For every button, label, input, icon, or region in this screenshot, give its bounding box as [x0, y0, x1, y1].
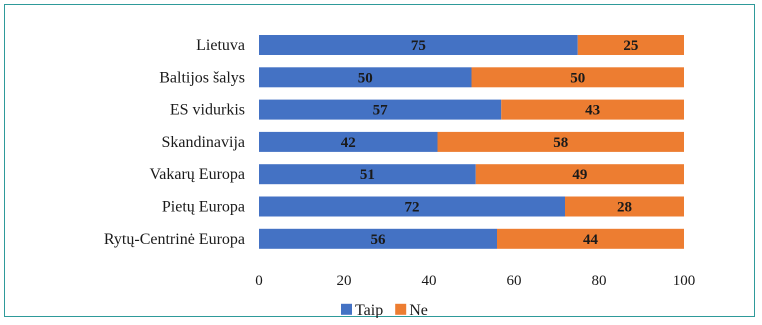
category-label: Pietų Europa: [162, 199, 245, 216]
bar-taip: [259, 67, 472, 88]
category-label: Vakarų Europa: [149, 166, 245, 183]
data-label: 51: [360, 167, 375, 183]
stacked-bar-chart: Lietuva Baltijos šalys ES vidurkis Skandina…: [104, 35, 695, 319]
bar-taip: [259, 35, 578, 55]
data-label: 44: [583, 232, 599, 248]
legend-label: Ne: [409, 302, 428, 318]
data-label: 50: [358, 70, 373, 86]
category-label: ES vidurkis: [170, 102, 245, 119]
bar-taip: [259, 99, 502, 120]
bar-ne: [497, 228, 684, 249]
chart-frame: Lietuva Baltijos šalys ES vidurkis Skandina…: [4, 4, 755, 319]
bar-ne: [501, 99, 684, 120]
data-label: 28: [617, 200, 632, 216]
bar-ne: [577, 35, 684, 55]
data-label: 58: [553, 135, 568, 151]
category-labels: Lietuva Baltijos šalys ES vidurkis Skandina…: [104, 37, 245, 248]
data-label: 42: [341, 135, 356, 151]
x-tick-label: 0: [255, 273, 263, 289]
data-label: 57: [373, 103, 389, 119]
category-label: Rytų-Centrinė Europa: [104, 231, 245, 248]
x-tick-label: 20: [337, 273, 352, 289]
data-label: 75: [411, 38, 426, 54]
bar-ne: [471, 67, 684, 88]
data-label: 49: [572, 167, 587, 183]
bars-group: [259, 35, 684, 249]
legend-swatch-ne: [395, 303, 407, 315]
legend-swatch-taip: [341, 303, 352, 315]
data-label: 43: [585, 103, 600, 119]
category-label: Lietuva: [196, 37, 245, 54]
bar-taip: [259, 228, 497, 249]
legend: Taip Ne: [341, 302, 428, 319]
legend-label: Taip: [355, 302, 383, 318]
bar-taip: [259, 164, 476, 185]
bar-ne: [437, 131, 684, 152]
bar-ne: [475, 164, 684, 185]
category-label: Baltijos šalys: [159, 69, 245, 86]
category-label: Skandinavija: [161, 134, 245, 151]
bar-taip: [259, 131, 438, 152]
data-label: 50: [570, 70, 585, 86]
data-label: 56: [371, 232, 387, 248]
bar-ne: [565, 196, 684, 217]
x-tick-label: 40: [422, 273, 437, 289]
data-labels-group: 75 25 50 50 57 43 42 58 51 49 72 28 56 44: [341, 38, 639, 248]
data-label: 25: [623, 38, 638, 54]
x-tick-label: 80: [592, 273, 607, 289]
x-tick-label: 60: [507, 273, 522, 289]
data-label: 72: [405, 200, 420, 216]
bar-taip: [259, 196, 565, 217]
x-tick-label: 100: [673, 273, 696, 289]
x-axis-ticks: 0 20 40 60 80 100: [255, 273, 695, 289]
